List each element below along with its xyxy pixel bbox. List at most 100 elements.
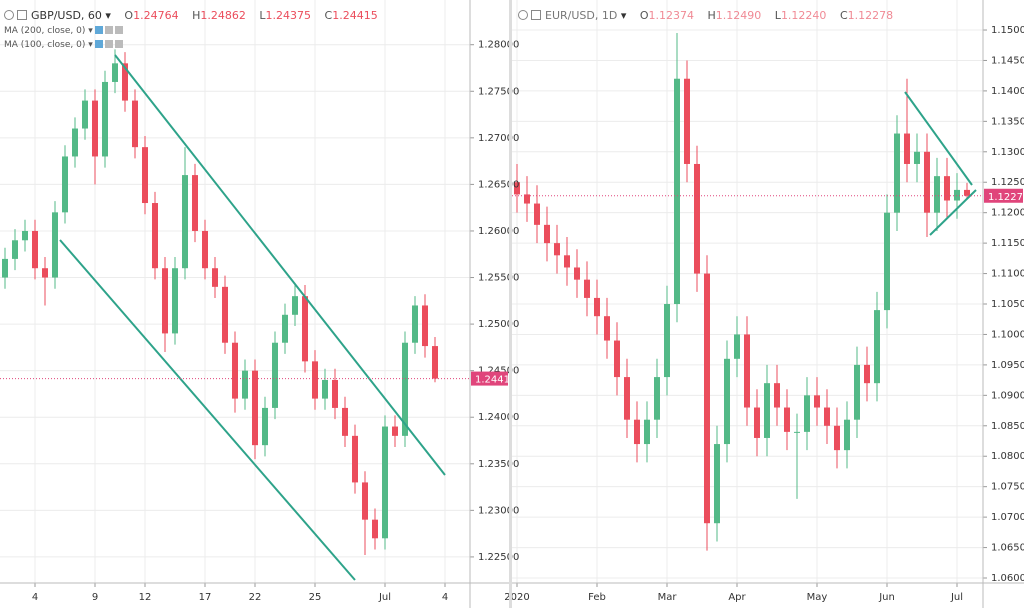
candle-body: [664, 304, 670, 378]
ohlc-key: H: [707, 9, 716, 22]
candle-body: [272, 342, 278, 408]
candle-body: [72, 128, 78, 157]
candle-body: [754, 407, 760, 438]
collapse-icon[interactable]: [531, 10, 541, 20]
candle-body: [2, 258, 8, 278]
indicator[interactable]: MA (100, close, 0) ▾: [4, 38, 378, 52]
candle-body: [222, 286, 228, 343]
candle-body: [12, 240, 18, 259]
candle-body: [604, 316, 610, 341]
ohlc-key: O: [124, 9, 134, 22]
candle-body: [282, 314, 288, 343]
y-tick-label: 1.11000: [991, 269, 1024, 280]
candle-body: [172, 268, 178, 334]
symbol[interactable]: GBP/USD, 60: [31, 9, 102, 22]
candles: [2, 33, 970, 556]
indicator-button[interactable]: [94, 26, 103, 34]
indicator-button[interactable]: [104, 40, 113, 48]
candle-body: [22, 230, 28, 241]
indicator-button[interactable]: [114, 26, 123, 34]
candle-body: [964, 189, 970, 196]
y-tick-label: 1.13500: [991, 116, 1024, 127]
trend-line[interactable]: [59, 239, 356, 581]
x-tick-label: Apr: [728, 592, 746, 603]
candle-body: [142, 147, 148, 204]
candle-body: [694, 163, 700, 274]
x-tick-label: 4: [442, 592, 448, 603]
candle-body: [614, 340, 620, 378]
ohlc-key: O: [639, 9, 649, 22]
symbol[interactable]: EUR/USD, 1D: [545, 9, 618, 22]
candle-body: [362, 482, 368, 520]
y-tick-label: 1.27500: [478, 86, 519, 97]
candle-body: [784, 407, 790, 432]
candle-body: [252, 370, 258, 446]
y-tick-label: 1.28000: [478, 40, 519, 51]
y-tick-label: 1.22500: [478, 552, 519, 563]
candle-body: [764, 383, 770, 438]
candle-body: [242, 370, 248, 399]
candle-body: [182, 175, 188, 269]
indicator-button[interactable]: [114, 40, 123, 48]
y-tick-label: 1.24500: [478, 366, 519, 377]
candle-body: [62, 156, 68, 213]
collapse-icon[interactable]: [17, 10, 27, 20]
trend-line[interactable]: [929, 189, 977, 236]
candle-body: [372, 519, 378, 539]
candle-body: [92, 100, 98, 157]
candle-body: [402, 342, 408, 436]
y-tick-label: 1.26500: [478, 179, 519, 190]
candle-body: [934, 176, 940, 213]
y-tick-label: 1.11500: [991, 238, 1024, 249]
x-tick-label: Jul: [950, 592, 963, 603]
candle-body: [132, 100, 138, 148]
candle-body: [884, 212, 890, 311]
candle-body: [704, 273, 710, 524]
candle-body: [312, 361, 318, 399]
candle-body: [422, 305, 428, 347]
indicator-button[interactable]: [104, 26, 113, 34]
indicator-label: MA (200, close, 0): [4, 26, 86, 36]
trend-line[interactable]: [114, 54, 446, 476]
indicator-button[interactable]: [94, 40, 103, 48]
candle-body: [202, 230, 208, 269]
candle-body: [42, 268, 48, 278]
y-tick-label: 1.15000: [991, 25, 1024, 36]
ohlc-value: 1.24415: [332, 9, 378, 22]
y-tick-label: 1.06000: [991, 573, 1024, 584]
candle-body: [112, 63, 118, 82]
candle-body: [844, 419, 850, 451]
y-tick-label: 1.07500: [991, 482, 1024, 493]
settings-icon[interactable]: [518, 10, 528, 20]
y-tick-label: 1.12500: [991, 177, 1024, 188]
chart-header: GBP/USD, 60 ▾ O1.24764 H1.24862 L1.24375…: [4, 9, 378, 52]
indicator[interactable]: MA (200, close, 0) ▾: [4, 24, 378, 38]
candle-body: [714, 444, 720, 524]
candle-body: [152, 203, 158, 269]
candle-body: [162, 268, 168, 334]
panel-divider: [509, 0, 512, 608]
ohlc-key: L: [259, 9, 266, 22]
candle-body: [514, 182, 520, 195]
settings-icon[interactable]: [4, 10, 14, 20]
candle-body: [392, 426, 398, 436]
candle-body: [824, 407, 830, 426]
candle-body: [954, 189, 960, 201]
indicator-label: MA (100, close, 0): [4, 40, 86, 50]
candle-body: [794, 431, 800, 433]
x-tick-label: 25: [309, 592, 322, 603]
last-price-tag: [984, 188, 1023, 203]
candle-body: [122, 63, 128, 101]
trend-line[interactable]: [904, 91, 973, 186]
ohlc-value: 1.12278: [847, 9, 894, 22]
chart-header: EUR/USD, 1D ▾ O1.12374 H1.12490 L1.12240…: [518, 8, 893, 24]
ohlc-key: C: [324, 9, 333, 22]
candle-body: [322, 379, 328, 399]
candle-body: [774, 383, 780, 408]
candle-body: [624, 377, 630, 420]
candle-body: [192, 175, 198, 231]
candle-body: [814, 395, 820, 408]
y-tick-label: 1.10500: [991, 299, 1024, 310]
